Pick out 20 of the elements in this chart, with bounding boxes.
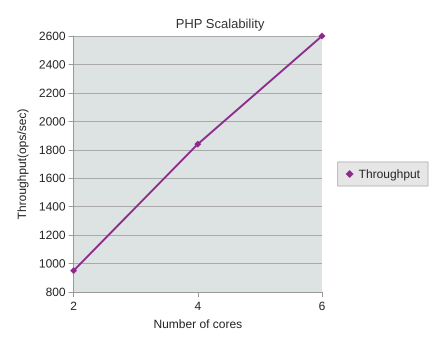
- y-axis-title: Throughput(ops/sec): [15, 108, 29, 220]
- point: [70, 267, 78, 274]
- y-tick-label: 1400: [38, 200, 66, 214]
- y-tick-label: 800: [46, 285, 66, 299]
- y-tick-label: 1000: [38, 256, 66, 271]
- y-tick-label: 1800: [38, 142, 66, 157]
- x-tick-label: 6: [318, 299, 326, 313]
- point: [194, 140, 202, 148]
- y-tick-label: 2400: [38, 57, 66, 72]
- chart-title: PHP Scalability: [176, 16, 265, 31]
- point: [318, 32, 326, 40]
- x-tick-label: 4: [194, 299, 202, 313]
- legend-label: Throughput: [358, 167, 421, 181]
- y-tick-label: 1200: [38, 228, 66, 242]
- y-tick-label: 2200: [38, 86, 66, 100]
- x-axis-title: Number of cores: [153, 317, 242, 331]
- y-tick-label: 1600: [38, 171, 66, 186]
- x-tick-label: 2: [70, 299, 78, 313]
- y-tick-label: 2000: [38, 114, 66, 128]
- y-tick-label: 2600: [38, 29, 66, 43]
